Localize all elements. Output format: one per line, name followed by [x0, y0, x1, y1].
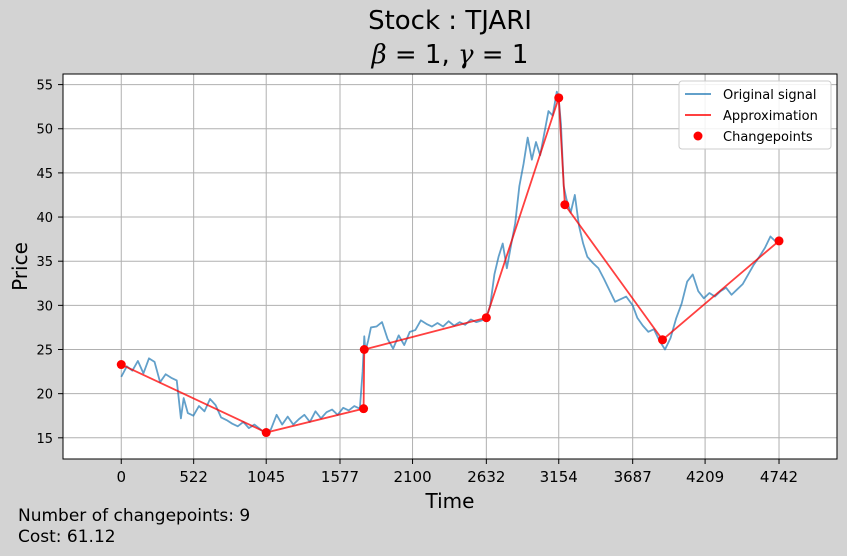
- changepoint-marker: [359, 345, 369, 355]
- y-tick-label: 35: [36, 255, 53, 270]
- y-tick-label: 20: [36, 388, 53, 403]
- x-tick-label: 522: [179, 468, 208, 486]
- y-tick-label: 45: [36, 167, 53, 182]
- y-axis-label: Price: [8, 242, 32, 291]
- legend-swatch-changepoints: [693, 131, 703, 141]
- y-tick-label: 50: [36, 123, 53, 138]
- x-tick-label: 2632: [467, 468, 505, 486]
- x-tick-label: 2100: [393, 468, 431, 486]
- legend-label: Original signal: [723, 88, 816, 103]
- x-tick-label: 3154: [540, 468, 578, 486]
- y-tick-label: 55: [36, 79, 53, 94]
- changepoint-marker: [560, 200, 570, 210]
- changepoints-count: Number of changepoints: 9: [18, 506, 251, 526]
- legend-label: Approximation: [723, 109, 818, 124]
- x-tick-label: 4742: [760, 468, 798, 486]
- legend-box: [678, 80, 832, 150]
- changepoint-marker: [261, 428, 271, 438]
- x-tick-label: 3687: [614, 468, 652, 486]
- y-tick-label: 30: [36, 299, 53, 314]
- x-tick-label: 1045: [247, 468, 285, 486]
- x-tick-label: 1577: [321, 468, 359, 486]
- ticker-label: TJARI: [465, 6, 532, 36]
- x-axis-label: Time: [425, 489, 475, 513]
- changepoint-marker: [774, 236, 784, 246]
- x-tick-label: 0: [116, 468, 126, 486]
- gamma-value: 1: [511, 40, 529, 70]
- beta-symbol: β: [371, 40, 387, 70]
- chart-title: Stock : TJARI: [368, 6, 532, 36]
- legend-label: Changepoints: [723, 130, 813, 145]
- changepoint-marker: [359, 404, 369, 414]
- plot-frame: [62, 73, 838, 460]
- y-tick-label: 25: [36, 344, 53, 359]
- y-tick-label: 40: [36, 211, 53, 226]
- beta-value: 1: [424, 40, 442, 70]
- x-tick-label: 4209: [686, 468, 724, 486]
- changepoint-marker: [658, 335, 668, 345]
- changepoint-marker: [116, 360, 126, 370]
- chart-subtitle: β = 1, γ = 1: [371, 40, 529, 70]
- changepoint-marker: [481, 313, 491, 323]
- y-tick-label: 15: [36, 432, 53, 447]
- cost-value: Cost: 61.12: [18, 527, 116, 547]
- changepoint-marker: [554, 93, 564, 103]
- gamma-symbol: γ: [458, 40, 474, 70]
